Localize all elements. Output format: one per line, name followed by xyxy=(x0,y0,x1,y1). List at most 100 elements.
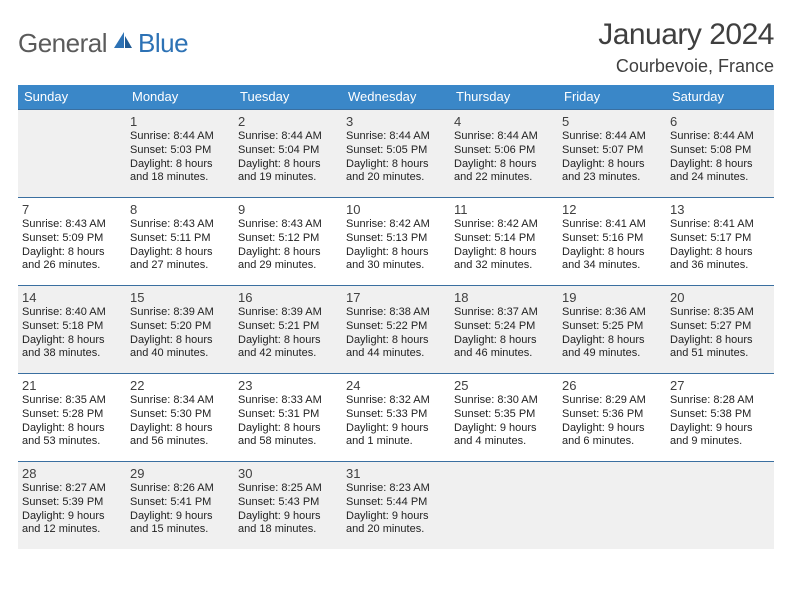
info-line-ss: Sunset: 5:38 PM xyxy=(670,408,770,422)
info-line-sr: Sunrise: 8:33 AM xyxy=(238,394,338,408)
info-line-ss: Sunset: 5:08 PM xyxy=(670,144,770,158)
info-line-d1: Daylight: 8 hours xyxy=(670,334,770,348)
day-info: Sunrise: 8:25 AMSunset: 5:43 PMDaylight:… xyxy=(238,482,338,537)
calendar-cell: 30Sunrise: 8:25 AMSunset: 5:43 PMDayligh… xyxy=(234,461,342,549)
info-line-d2: and 20 minutes. xyxy=(346,171,446,185)
info-line-d2: and 51 minutes. xyxy=(670,347,770,361)
info-line-sr: Sunrise: 8:44 AM xyxy=(562,130,662,144)
info-line-d1: Daylight: 9 hours xyxy=(22,510,122,524)
calendar-cell: 17Sunrise: 8:38 AMSunset: 5:22 PMDayligh… xyxy=(342,285,450,373)
calendar-cell: 12Sunrise: 8:41 AMSunset: 5:16 PMDayligh… xyxy=(558,197,666,285)
info-line-sr: Sunrise: 8:44 AM xyxy=(238,130,338,144)
info-line-sr: Sunrise: 8:44 AM xyxy=(346,130,446,144)
day-info: Sunrise: 8:34 AMSunset: 5:30 PMDaylight:… xyxy=(130,394,230,449)
info-line-sr: Sunrise: 8:44 AM xyxy=(670,130,770,144)
info-line-d1: Daylight: 9 hours xyxy=(238,510,338,524)
calendar-cell: 6Sunrise: 8:44 AMSunset: 5:08 PMDaylight… xyxy=(666,109,774,197)
day-info: Sunrise: 8:44 AMSunset: 5:06 PMDaylight:… xyxy=(454,130,554,185)
day-number: 13 xyxy=(670,200,770,218)
day-number: 8 xyxy=(130,200,230,218)
day-number: 30 xyxy=(238,464,338,482)
weekday-mon: Monday xyxy=(126,85,234,109)
info-line-sr: Sunrise: 8:43 AM xyxy=(130,218,230,232)
info-line-d2: and 36 minutes. xyxy=(670,259,770,273)
calendar-cell: 2Sunrise: 8:44 AMSunset: 5:04 PMDaylight… xyxy=(234,109,342,197)
info-line-ss: Sunset: 5:39 PM xyxy=(22,496,122,510)
info-line-ss: Sunset: 5:36 PM xyxy=(562,408,662,422)
info-line-d1: Daylight: 8 hours xyxy=(346,246,446,260)
info-line-ss: Sunset: 5:21 PM xyxy=(238,320,338,334)
info-line-sr: Sunrise: 8:37 AM xyxy=(454,306,554,320)
weekday-wed: Wednesday xyxy=(342,85,450,109)
day-info: Sunrise: 8:39 AMSunset: 5:21 PMDaylight:… xyxy=(238,306,338,361)
day-info: Sunrise: 8:30 AMSunset: 5:35 PMDaylight:… xyxy=(454,394,554,449)
day-number: 10 xyxy=(346,200,446,218)
info-line-d2: and 34 minutes. xyxy=(562,259,662,273)
info-line-d1: Daylight: 9 hours xyxy=(346,422,446,436)
day-number: 26 xyxy=(562,376,662,394)
day-number: 21 xyxy=(22,376,122,394)
day-number: 17 xyxy=(346,288,446,306)
info-line-d2: and 53 minutes. xyxy=(22,435,122,449)
weekday-sun: Sunday xyxy=(18,85,126,109)
info-line-sr: Sunrise: 8:42 AM xyxy=(454,218,554,232)
day-number: 16 xyxy=(238,288,338,306)
day-info: Sunrise: 8:37 AMSunset: 5:24 PMDaylight:… xyxy=(454,306,554,361)
day-number: 22 xyxy=(130,376,230,394)
info-line-d2: and 58 minutes. xyxy=(238,435,338,449)
day-info: Sunrise: 8:43 AMSunset: 5:12 PMDaylight:… xyxy=(238,218,338,273)
day-number: 19 xyxy=(562,288,662,306)
day-info: Sunrise: 8:44 AMSunset: 5:07 PMDaylight:… xyxy=(562,130,662,185)
day-info: Sunrise: 8:44 AMSunset: 5:03 PMDaylight:… xyxy=(130,130,230,185)
day-info: Sunrise: 8:29 AMSunset: 5:36 PMDaylight:… xyxy=(562,394,662,449)
title-block: January 2024 Courbevoie, France xyxy=(598,18,774,77)
day-info: Sunrise: 8:42 AMSunset: 5:13 PMDaylight:… xyxy=(346,218,446,273)
info-line-d1: Daylight: 8 hours xyxy=(562,158,662,172)
info-line-sr: Sunrise: 8:27 AM xyxy=(22,482,122,496)
info-line-ss: Sunset: 5:25 PM xyxy=(562,320,662,334)
calendar-cell xyxy=(666,461,774,549)
day-number: 31 xyxy=(346,464,446,482)
day-info: Sunrise: 8:38 AMSunset: 5:22 PMDaylight:… xyxy=(346,306,446,361)
info-line-d2: and 12 minutes. xyxy=(22,523,122,537)
info-line-sr: Sunrise: 8:40 AM xyxy=(22,306,122,320)
calendar-week: 1Sunrise: 8:44 AMSunset: 5:03 PMDaylight… xyxy=(18,109,774,197)
info-line-d1: Daylight: 8 hours xyxy=(238,334,338,348)
info-line-d2: and 32 minutes. xyxy=(454,259,554,273)
day-info: Sunrise: 8:32 AMSunset: 5:33 PMDaylight:… xyxy=(346,394,446,449)
month-title: January 2024 xyxy=(598,18,774,52)
info-line-d2: and 27 minutes. xyxy=(130,259,230,273)
info-line-d2: and 6 minutes. xyxy=(562,435,662,449)
day-info: Sunrise: 8:43 AMSunset: 5:11 PMDaylight:… xyxy=(130,218,230,273)
day-number: 18 xyxy=(454,288,554,306)
calendar-cell: 11Sunrise: 8:42 AMSunset: 5:14 PMDayligh… xyxy=(450,197,558,285)
info-line-d1: Daylight: 8 hours xyxy=(238,422,338,436)
info-line-sr: Sunrise: 8:43 AM xyxy=(238,218,338,232)
calendar-cell: 3Sunrise: 8:44 AMSunset: 5:05 PMDaylight… xyxy=(342,109,450,197)
calendar-cell: 27Sunrise: 8:28 AMSunset: 5:38 PMDayligh… xyxy=(666,373,774,461)
info-line-ss: Sunset: 5:13 PM xyxy=(346,232,446,246)
info-line-d2: and 56 minutes. xyxy=(130,435,230,449)
info-line-d1: Daylight: 8 hours xyxy=(454,334,554,348)
info-line-d1: Daylight: 8 hours xyxy=(22,246,122,260)
info-line-d2: and 18 minutes. xyxy=(238,523,338,537)
day-number: 2 xyxy=(238,112,338,130)
day-number: 20 xyxy=(670,288,770,306)
calendar-week: 28Sunrise: 8:27 AMSunset: 5:39 PMDayligh… xyxy=(18,461,774,549)
info-line-ss: Sunset: 5:05 PM xyxy=(346,144,446,158)
day-info: Sunrise: 8:41 AMSunset: 5:16 PMDaylight:… xyxy=(562,218,662,273)
info-line-d2: and 4 minutes. xyxy=(454,435,554,449)
day-info: Sunrise: 8:42 AMSunset: 5:14 PMDaylight:… xyxy=(454,218,554,273)
day-info: Sunrise: 8:44 AMSunset: 5:08 PMDaylight:… xyxy=(670,130,770,185)
info-line-d2: and 19 minutes. xyxy=(238,171,338,185)
day-number: 25 xyxy=(454,376,554,394)
calendar-cell: 25Sunrise: 8:30 AMSunset: 5:35 PMDayligh… xyxy=(450,373,558,461)
info-line-sr: Sunrise: 8:42 AM xyxy=(346,218,446,232)
info-line-ss: Sunset: 5:11 PM xyxy=(130,232,230,246)
info-line-d1: Daylight: 9 hours xyxy=(562,422,662,436)
info-line-d1: Daylight: 8 hours xyxy=(346,334,446,348)
info-line-ss: Sunset: 5:22 PM xyxy=(346,320,446,334)
info-line-d1: Daylight: 8 hours xyxy=(562,246,662,260)
info-line-d1: Daylight: 8 hours xyxy=(346,158,446,172)
calendar-cell: 7Sunrise: 8:43 AMSunset: 5:09 PMDaylight… xyxy=(18,197,126,285)
